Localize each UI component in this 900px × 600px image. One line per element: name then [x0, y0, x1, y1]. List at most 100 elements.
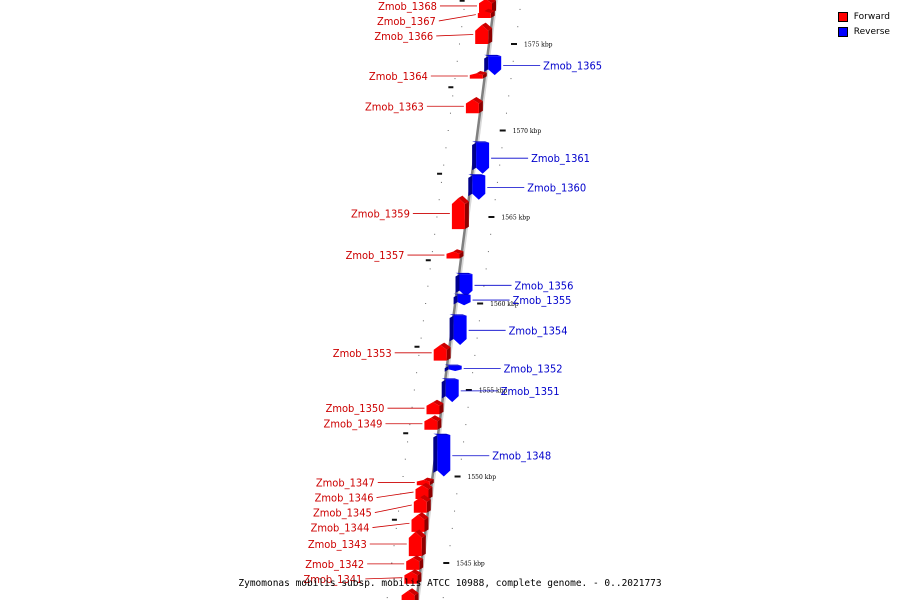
gene-arrow-body [401, 590, 415, 600]
gene-arrow-body [433, 345, 447, 361]
gene-arrow-zmob-1343[interactable] [408, 529, 426, 557]
major-tick [443, 562, 450, 564]
gene-label[interactable]: Zmob_1361 [531, 152, 590, 165]
gene-arrow-zmob-1342[interactable] [406, 555, 424, 570]
gene-label[interactable]: Zmob_1364 [369, 70, 428, 83]
gene-label[interactable]: Zmob_1341 [303, 573, 362, 586]
gene-label[interactable]: Zmob_1356 [515, 279, 574, 292]
minor-tick-left [393, 545, 395, 547]
gene-arrow-unlabeled[interactable] [401, 588, 419, 600]
gene-arrow-top [472, 141, 490, 143]
gene-arrow-zmob-1357[interactable] [446, 249, 464, 259]
gene-arrow-side [468, 175, 473, 197]
gene-arrow-zmob-1359[interactable] [451, 195, 469, 230]
gene-label[interactable]: Zmob_1342 [305, 558, 364, 571]
minor-tick-right [510, 78, 512, 80]
gene-label[interactable]: Zmob_1367 [377, 15, 436, 28]
minor-tick-left [459, 43, 460, 45]
minor-tick-left [386, 597, 388, 599]
gene-label[interactable]: Zmob_1344 [311, 522, 370, 535]
gene-label[interactable]: Zmob_1360 [527, 182, 586, 195]
gene-arrow-zmob-1353[interactable] [433, 342, 451, 361]
gene-arrow-body [411, 514, 425, 532]
minor-tick-right [463, 441, 465, 443]
gene-arrow-top [420, 494, 431, 502]
gene-arrow-side [426, 499, 431, 513]
forward-swatch [837, 11, 848, 22]
genome-caption: Zymomonas mobilis subsp. mobilis ATCC 10… [238, 578, 662, 589]
minor-tick-left [443, 164, 445, 166]
gene-label[interactable]: Zmob_1359 [351, 208, 410, 221]
gene-arrow-side [482, 72, 487, 79]
gene-arrow-zmob-1350[interactable] [426, 399, 444, 415]
gene-label[interactable]: Zmob_1343 [308, 538, 367, 551]
gene-arrow-zmob-1356[interactable] [455, 272, 473, 297]
gene-label[interactable]: Zmob_1354 [509, 324, 568, 337]
minor-tick-left [395, 527, 397, 529]
gene-arrow-zmob-1348[interactable] [433, 433, 451, 477]
gene-label[interactable]: Zmob_1351 [501, 385, 560, 398]
gene-label-layer: Zmob_1368 Zmob_1367 Zmob_1366 Zmob_1364 Zmob… [303, 0, 602, 586]
gene-label[interactable]: Zmob_1357 [346, 249, 405, 262]
kbp-tick-label: 1565 kbp [501, 215, 530, 222]
gene-arrow-zmob-1361[interactable] [472, 141, 490, 174]
gene-label[interactable]: Zmob_1368 [378, 0, 437, 13]
gene-label[interactable]: Zmob_1345 [313, 507, 372, 520]
gene-arrow-body [426, 402, 440, 415]
minor-tick-left [413, 389, 415, 391]
gene-arrow-zmob-1366[interactable] [475, 22, 493, 44]
minor-tick-right [505, 112, 507, 114]
gene-arrow-zmob-1346[interactable] [415, 482, 433, 499]
minor-tick-left [447, 130, 449, 131]
minor-tick-left [436, 216, 438, 218]
gene-label[interactable]: Zmob_1347 [316, 477, 375, 490]
gene-label[interactable]: Zmob_1352 [504, 362, 563, 375]
minor-tick-left [438, 199, 440, 201]
minor-tick-right [487, 251, 489, 253]
minor-tick-left [418, 354, 420, 356]
gene-label[interactable]: Zmob_1346 [315, 492, 374, 505]
gene-label[interactable]: Zmob_1365 [543, 60, 602, 73]
gene-label[interactable]: Zmob_1348 [492, 450, 551, 463]
gene-arrow-top [449, 314, 467, 316]
gene-arrow-zmob-1360[interactable] [468, 174, 486, 200]
gene-arrow-zmob-1345[interactable] [413, 494, 431, 513]
gene-label[interactable]: Zmob_1353 [333, 347, 392, 360]
gene-label[interactable]: Zmob_1363 [365, 100, 424, 113]
gene-arrow-zmob-1354[interactable] [449, 314, 467, 345]
gene-arrow-top [444, 364, 462, 366]
gene-label[interactable]: Zmob_1349 [324, 418, 383, 431]
gene-arrow-body [457, 294, 471, 306]
gene-layer [401, 0, 502, 600]
gene-arrow-zmob-1363[interactable] [465, 97, 483, 114]
gene-arrow-body [465, 99, 479, 114]
gene-arrow-side [428, 486, 433, 499]
gene-arrow-side [417, 572, 422, 584]
gene-label[interactable]: Zmob_1355 [513, 294, 572, 307]
gene-arrow-top [418, 512, 429, 520]
gene-arrow-zmob-1344[interactable] [411, 512, 429, 532]
gene-arrow-zmob-1355[interactable] [453, 293, 471, 306]
gene-label[interactable]: Zmob_1366 [374, 30, 433, 43]
legend-item-reverse: Reverse [837, 24, 890, 39]
minor-tick-right [517, 26, 519, 28]
gene-arrow-zmob-1364[interactable] [469, 71, 487, 79]
gene-leader-line [436, 34, 474, 37]
gene-arrow-zmob-1351[interactable] [441, 378, 459, 403]
gene-arrow-zmob-1367[interactable] [477, 8, 495, 18]
gene-arrow-zmob-1365[interactable] [484, 54, 502, 76]
gene-arrow-top [440, 342, 451, 350]
gene-leader-line [374, 504, 412, 513]
gene-arrow-top [455, 272, 473, 275]
major-tick [465, 389, 472, 391]
gene-arrow-zmob-1341[interactable] [404, 569, 422, 584]
gene-arrow-body [446, 251, 460, 259]
kbp-tick-label: 1545 kbp [456, 561, 485, 568]
minor-tick-left [461, 26, 463, 28]
minor-tick-right [496, 181, 498, 183]
gene-label[interactable]: Zmob_1350 [326, 402, 385, 415]
gene-arrow-zmob-1352[interactable] [444, 364, 462, 372]
gene-arrow-body [453, 315, 467, 345]
gene-arrow-zmob-1349[interactable] [424, 415, 442, 430]
